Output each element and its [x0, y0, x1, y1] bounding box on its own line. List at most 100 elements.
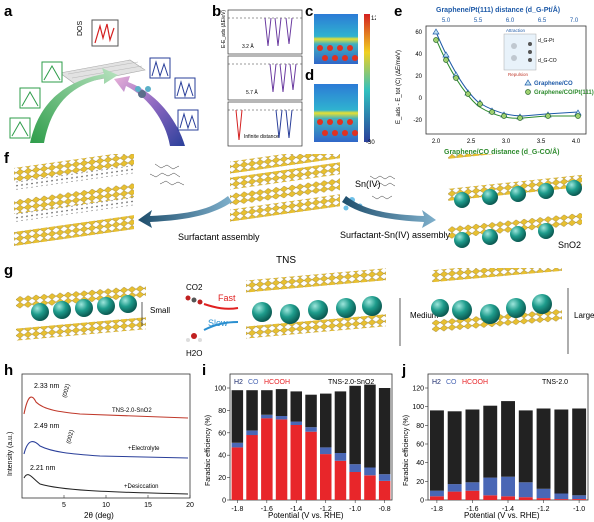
peak-label-2: 2.49 nm: [34, 423, 59, 430]
panel-c-map: [314, 14, 358, 64]
panel-label-i: i: [202, 362, 207, 379]
y-tick-label: 60: [218, 430, 226, 437]
bar-co-3: [275, 416, 288, 420]
bar-hcooh-0: [430, 496, 444, 500]
panel-j-title: TNS-2.0: [542, 379, 568, 386]
panel-e-legend: Graphene/CO Graphene/CO/Pt(111): [524, 79, 594, 96]
bar-hcooh-1: [447, 491, 462, 500]
panel-cd-maps: 12 -30: [314, 14, 376, 146]
bar-hcooh-9: [364, 475, 376, 500]
fast-arrow: [203, 303, 239, 310]
series-line-desiccation: [23, 474, 189, 495]
panel-i-x-ticks: -1.8 -1.6 -1.4 -1.2 -1.0 -0.8: [231, 500, 391, 513]
y-tick-label: 80: [218, 408, 226, 415]
panel-b-spectra: 3.2 Å 5.7 Å Infinite distance E-E_ads (Δ…: [221, 9, 303, 147]
x-tick-label: -1.4: [290, 506, 302, 513]
slow-arrow: [203, 321, 239, 331]
bar-h2-8: [349, 385, 361, 465]
panel-b-row-3: Infinite distance: [227, 101, 303, 147]
panel-label-j: j: [402, 362, 407, 379]
panel-label-c: c: [305, 3, 314, 20]
bar-h2-5: [305, 394, 317, 428]
bar-h2-8: [572, 408, 587, 496]
bar-hcooh-3: [483, 495, 498, 500]
x-tick-label: -1.0: [349, 506, 361, 513]
bottom-tick-label: 4.0: [572, 139, 581, 145]
x-tick-label: -1.0: [573, 506, 585, 513]
bar-h2-6: [320, 393, 332, 448]
bar-co-0: [430, 490, 444, 497]
y-tick-label: 20: [416, 479, 424, 486]
panel-label-a: a: [4, 3, 13, 20]
bar-co-1: [246, 430, 258, 436]
panel-b-row-1: 3.2 Å: [227, 9, 303, 55]
panel-e-top-title: Graphene/Pt(111) distance (d_G-Pt/Å): [436, 5, 560, 14]
legend-j-h2: H2: [432, 379, 441, 386]
slow-label: Slow: [208, 318, 228, 328]
bar-h2-1: [246, 390, 258, 431]
bar-co-4: [290, 421, 302, 425]
index-label-1: (002): [62, 383, 71, 398]
left-layer-stack: [14, 154, 134, 247]
bar-co-3: [483, 477, 498, 496]
panel-j-x-ticks: -1.8 -1.6 -1.4 -1.2 -1.0: [431, 500, 585, 513]
g-left-particles: [31, 295, 137, 321]
dos-box-2: [19, 87, 41, 109]
panel-h-ylabel: Intensity (a.u.): [7, 432, 14, 476]
arrow-left: [138, 196, 232, 228]
y-tick-label: 60: [415, 30, 422, 36]
panel-j-chart: 0 20 40 60 80 100 120 -1.8 -1.6 -1.4 -1.2 -1.0 H2 …: [403, 373, 589, 520]
panel-b-row1-label: 3.2 Å: [242, 43, 254, 50]
panel-e-inset: Attraction Repulsion d_G-Pt d_G-CO: [503, 28, 557, 77]
sn-label: Sn(IV): [355, 179, 381, 189]
graphene-sheet: [59, 59, 146, 85]
panel-j-xlabel: Potential (V vs. RHE): [464, 511, 540, 520]
x-tick-label: -1.2: [538, 506, 550, 513]
blue-arrow: [114, 76, 185, 146]
panel-j-y-ticks: 0 20 40 60 80 100 120: [412, 386, 428, 505]
peak-label-3: 2.21 nm: [30, 465, 55, 472]
bar-hcooh-7: [334, 460, 347, 500]
bar-co-6: [536, 488, 551, 499]
co2-molecule: [185, 295, 203, 305]
bar-h2-6: [536, 408, 551, 489]
g-left-stack: [16, 285, 146, 341]
y-tick-label: 40: [218, 453, 226, 460]
surfactant-left: [149, 163, 185, 186]
x-tick-label: -1.8: [231, 506, 243, 513]
g-right-particles: [431, 294, 552, 324]
bar-h2-9: [364, 384, 376, 468]
bar-h2-2: [261, 390, 273, 415]
panel-e-top-ticks: 5.0 5.5 6.0 6.5 7.0: [442, 18, 579, 24]
panel-label-h: h: [4, 362, 14, 379]
panel-label-b: b: [212, 3, 222, 20]
bar-h2-3: [483, 405, 498, 478]
bar-co-5: [305, 427, 317, 432]
large-label: Large: [574, 311, 594, 320]
bar-co-7: [334, 453, 347, 461]
x-tick-label: 10: [102, 502, 110, 509]
y-tick-label: 40: [415, 52, 422, 58]
h2o-label: H2O: [186, 349, 202, 358]
x-tick-label: -1.8: [431, 506, 443, 513]
panel-b-row-2: 5.7 Å: [227, 55, 303, 101]
bar-hcooh-0: [231, 447, 244, 500]
index-label-2: (002): [66, 429, 75, 444]
bar-hcooh-1: [246, 435, 258, 500]
sno2-particles: [454, 180, 582, 248]
colorbar: [364, 14, 370, 142]
panel-e-markers-2: [433, 37, 581, 121]
inset-dgpt: d_G-Pt: [538, 38, 554, 44]
x-tick-label: -1.6: [466, 506, 478, 513]
dos-box-4: [149, 57, 171, 79]
bar-hcooh-4: [290, 425, 302, 500]
bar-h2-0: [231, 390, 244, 443]
h2o-molecule: [186, 333, 202, 342]
bar-co-8: [349, 464, 361, 472]
bar-co-0: [231, 442, 244, 448]
fast-label: Fast: [218, 293, 236, 303]
bar-co-6: [320, 447, 332, 455]
panel-f-schematic: TNS Sn(IV) Surfactant assembly Surfactan…: [14, 154, 582, 264]
bar-hcooh-6: [536, 498, 551, 500]
dos-axis-label: DOS: [77, 21, 84, 37]
